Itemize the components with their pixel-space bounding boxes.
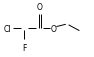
Text: Cl: Cl [4, 24, 11, 33]
Text: O: O [37, 3, 43, 11]
Text: F: F [22, 43, 27, 52]
Text: O: O [50, 24, 56, 33]
